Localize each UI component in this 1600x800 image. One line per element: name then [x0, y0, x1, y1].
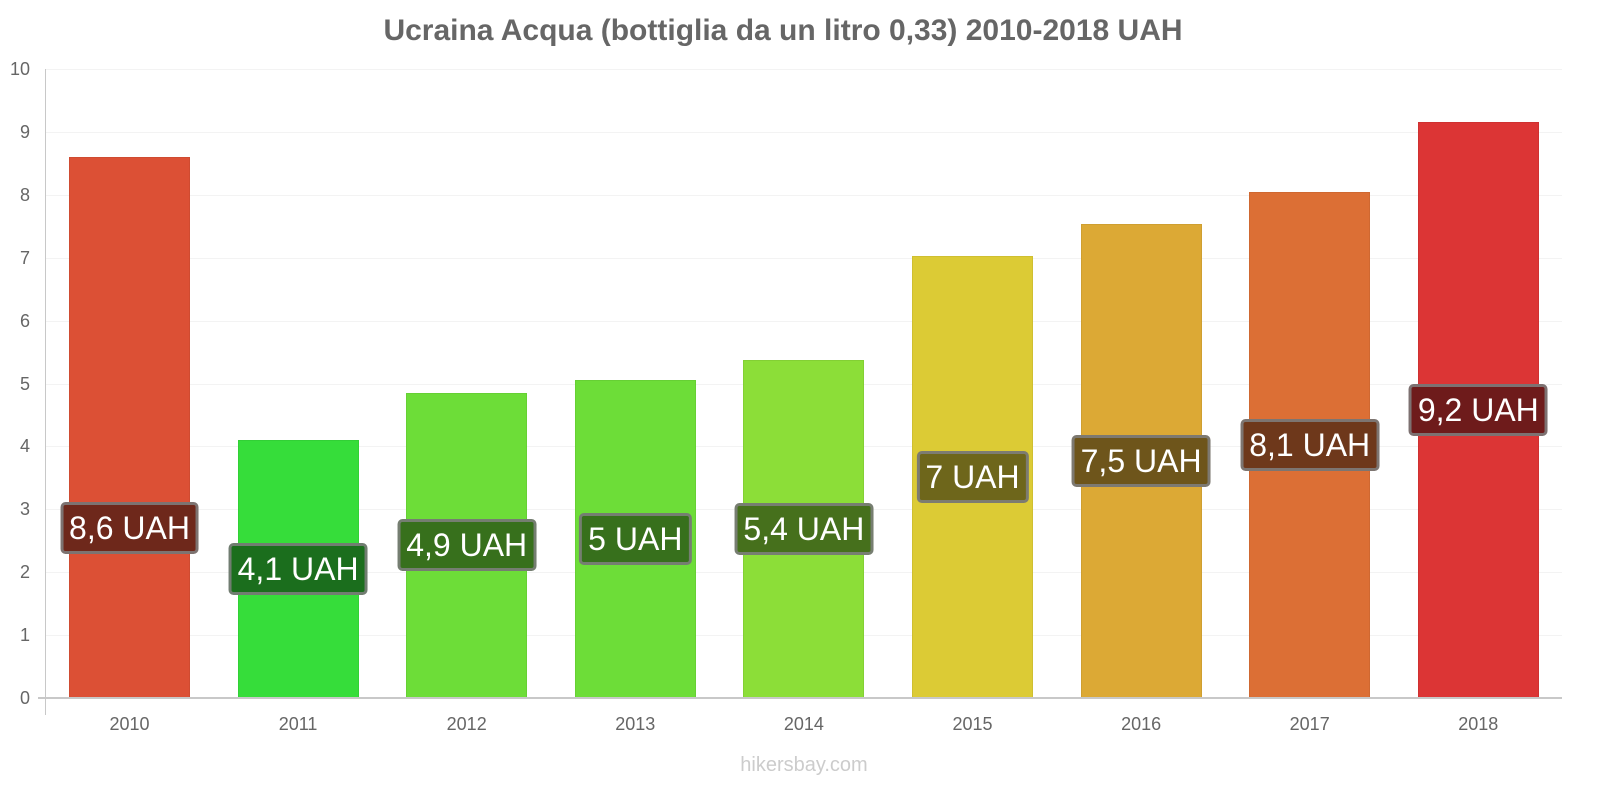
bar-2010[interactable] [69, 157, 190, 698]
x-tick-label: 2017 [1289, 714, 1330, 734]
data-label-2012: 4,9 UAH [397, 519, 537, 572]
x-tick-label: 2013 [615, 714, 656, 734]
data-label-2018: 9,2 UAH [1408, 384, 1548, 437]
gridline [46, 69, 1562, 70]
data-label-2010: 8,6 UAH [60, 501, 199, 554]
x-axis-line [38, 697, 1562, 699]
y-tick-label: 2 [19, 562, 30, 583]
y-tick-label: 0 [19, 688, 30, 708]
x-tick-label: 2018 [1458, 714, 1499, 734]
data-label-2016: 7,5 UAH [1071, 435, 1211, 488]
data-label-2014: 5,4 UAH [734, 503, 874, 556]
y-axis-line [45, 69, 46, 715]
y-tick-label: 3 [19, 499, 30, 520]
x-tick-label: 2010 [109, 714, 150, 734]
gridline [46, 194, 1562, 196]
y-tick-label: 6 [19, 310, 30, 331]
data-label-2011: 4,1 UAH [228, 543, 368, 596]
data-label-2013: 5 UAH [579, 513, 692, 566]
gridline [46, 257, 1562, 259]
y-tick-label: 5 [19, 373, 30, 394]
x-tick-label: 2011 [278, 714, 318, 734]
plot-area [46, 69, 1562, 698]
data-label-2017: 8,1 UAH [1240, 418, 1380, 471]
y-tick-label: 10 [9, 59, 30, 79]
chart-title: Ucraina Acqua (bottiglia da un litro 0,3… [383, 14, 1183, 47]
data-label-2015: 7 UAH [916, 450, 1029, 503]
y-tick-label: 9 [19, 121, 30, 142]
y-tick-label: 7 [19, 247, 30, 268]
y-tick-label: 4 [19, 436, 30, 457]
y-tick-label: 1 [19, 625, 30, 646]
x-tick-label: 2016 [1121, 714, 1162, 734]
gridline [46, 131, 1562, 133]
y-tick-label: 8 [19, 184, 30, 205]
x-tick-label: 2015 [952, 714, 993, 734]
x-tick-label: 2012 [446, 714, 487, 734]
x-tick-label: 2014 [783, 714, 824, 734]
gridline [46, 320, 1562, 322]
watermark: hikersbay.com [740, 754, 868, 776]
